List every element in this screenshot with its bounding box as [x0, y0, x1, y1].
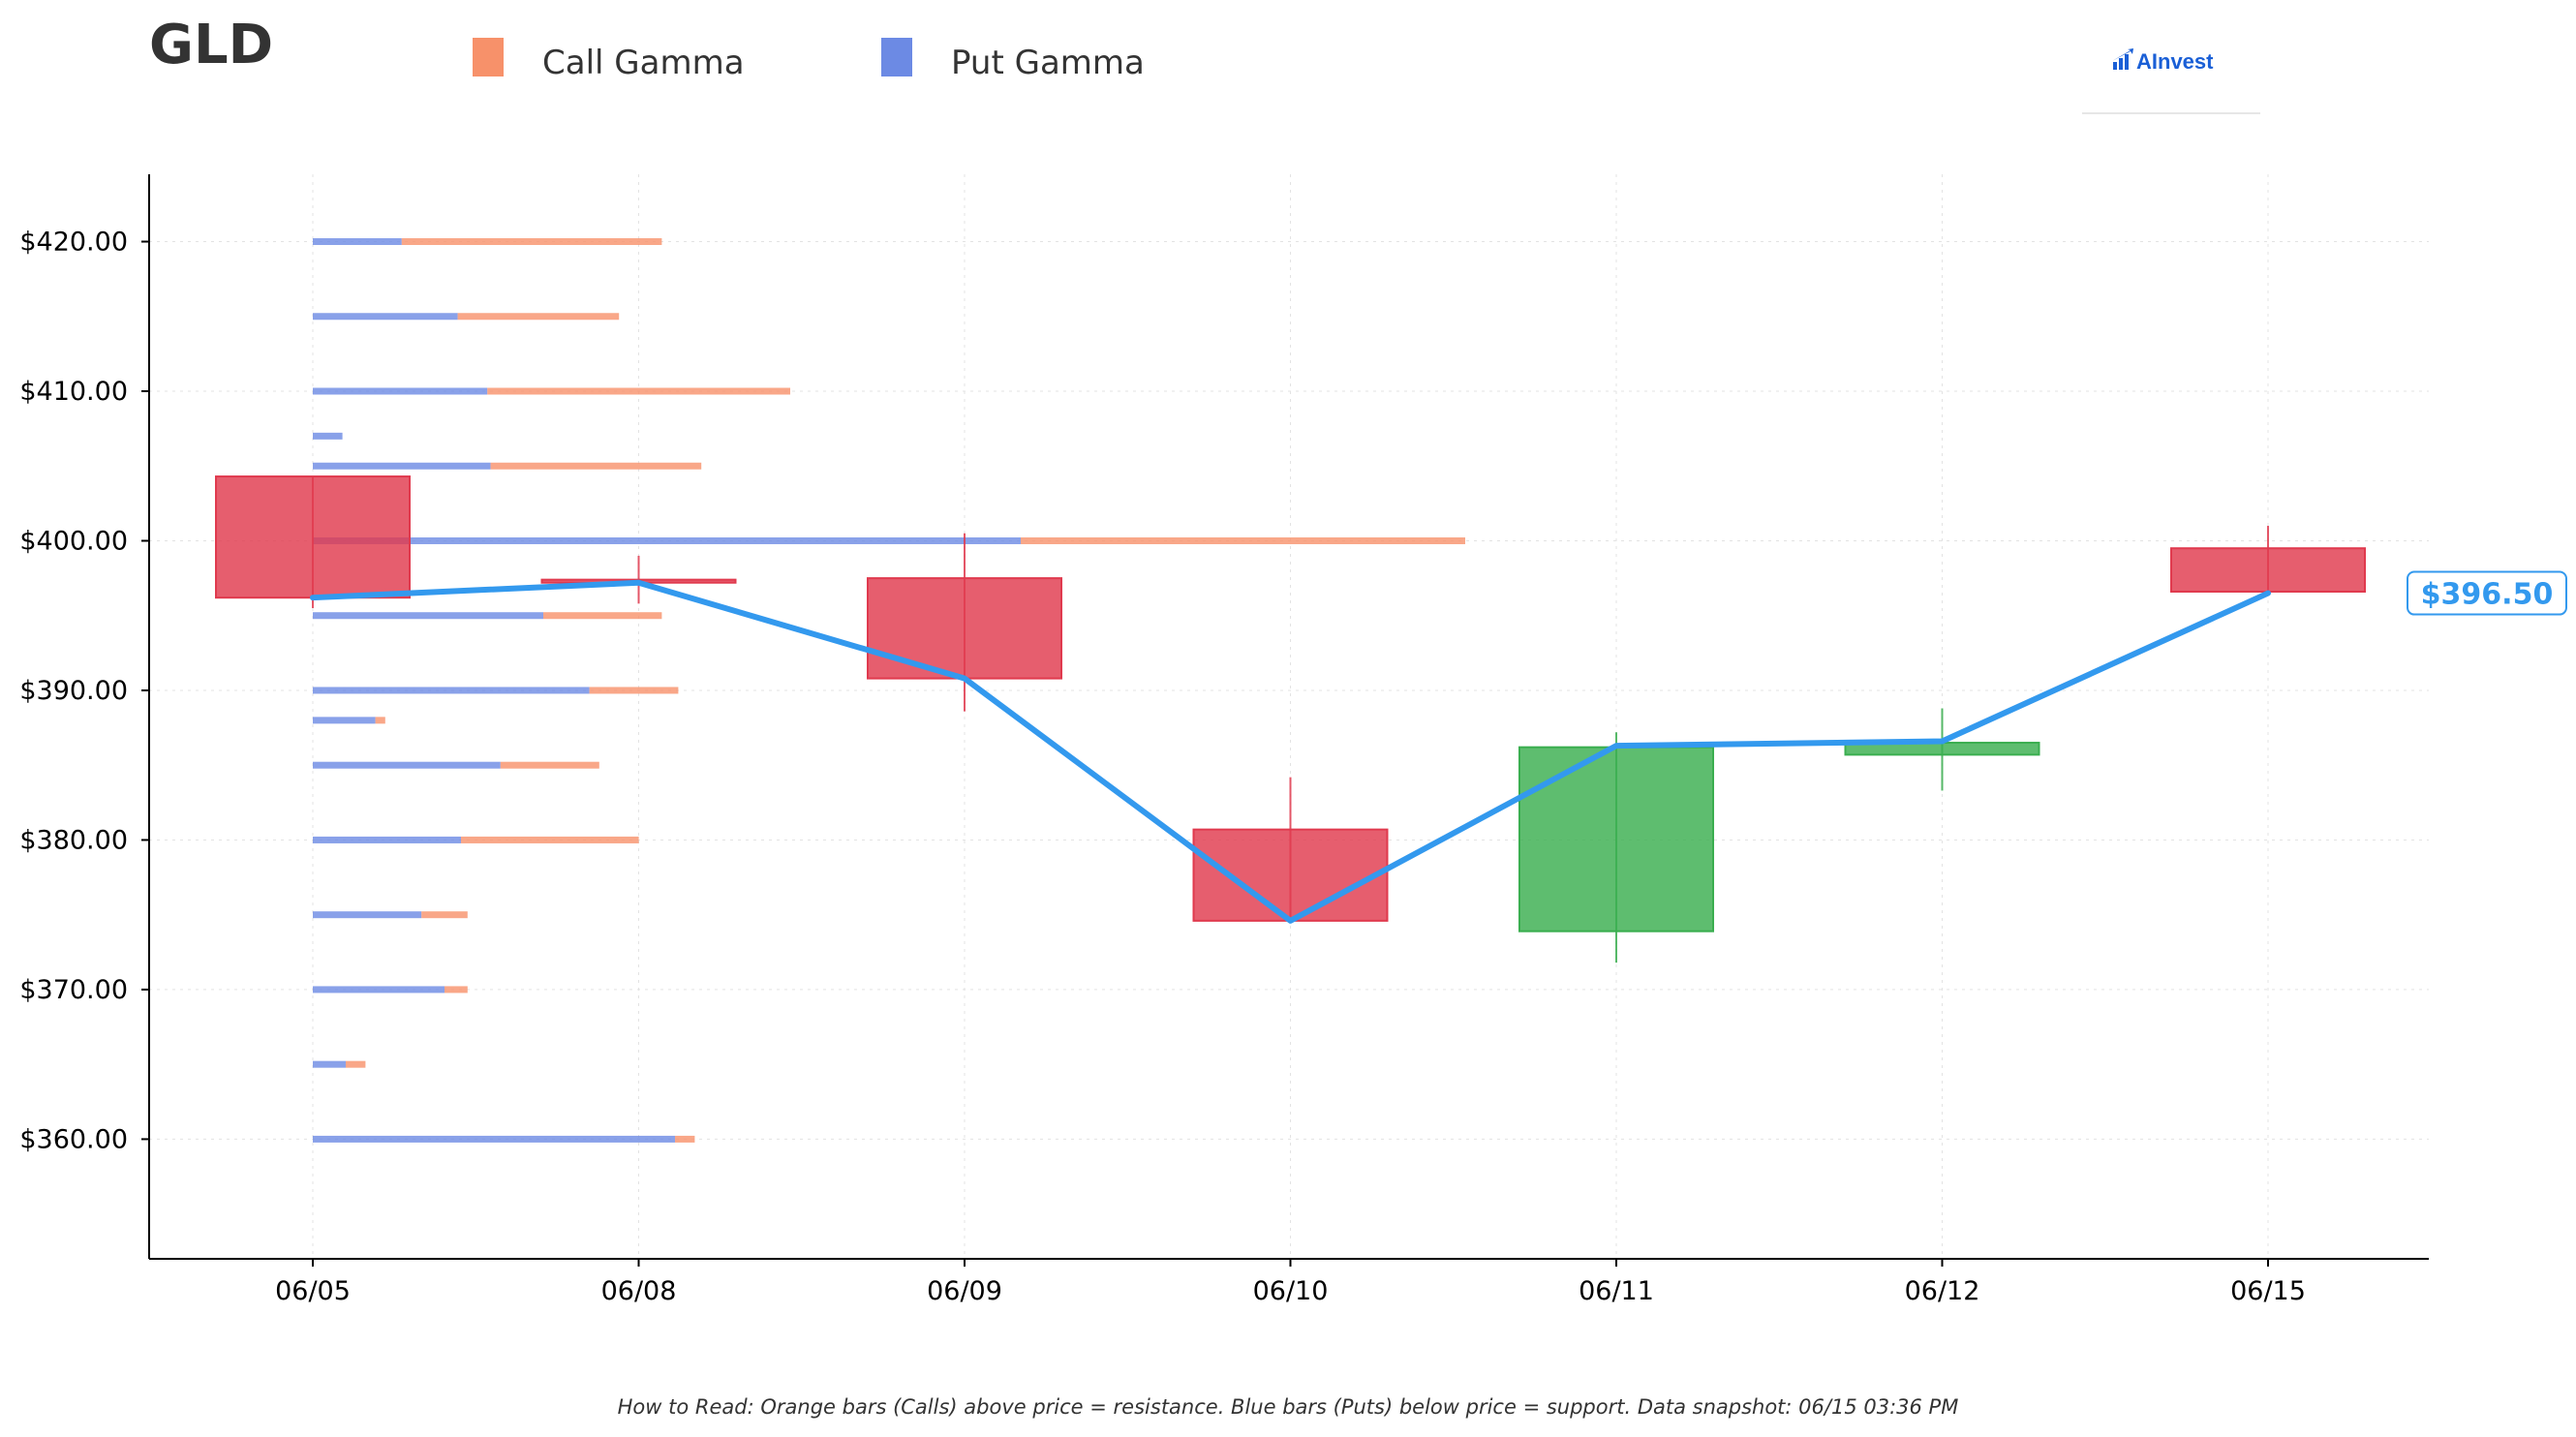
put-gamma-bar [313, 536, 1021, 544]
x-tick-label: 06/08 [601, 1276, 677, 1306]
call-gamma-bar [457, 313, 620, 321]
put-gamma-bar [313, 238, 402, 246]
put-gamma-bar [313, 687, 590, 694]
put-gamma-bar [313, 612, 543, 620]
put-gamma-bar [313, 761, 501, 769]
y-tick-label: $360.00 [19, 1124, 128, 1154]
call-gamma-bar [375, 717, 385, 724]
growth-arrow-icon [2112, 48, 2133, 70]
x-tick-label: 06/10 [1253, 1276, 1329, 1306]
candle-body [867, 577, 1062, 680]
put-gamma-bar [313, 462, 491, 470]
axes [141, 174, 2429, 1267]
x-tick-label: 06/05 [275, 1276, 351, 1306]
call-gamma-bar [500, 761, 599, 769]
y-tick-label: $390.00 [19, 676, 128, 706]
y-tick-label: $380.00 [19, 825, 128, 855]
call-gamma-bar [490, 462, 702, 470]
x-tick-label: 06/15 [2230, 1276, 2306, 1306]
grid-lines [149, 174, 2429, 1259]
call-gamma-bar [421, 911, 468, 919]
axis-labels: $360.00 $370.00 $380.00 $390.00 $400.00 $410.… [19, 228, 2306, 1306]
x-tick-label: 06/11 [1579, 1276, 1654, 1306]
candle-body [1518, 746, 1714, 933]
candle-body [2170, 547, 2366, 594]
current-price-label: $396.50 [2421, 578, 2554, 612]
candles [215, 475, 2366, 963]
y-tick-label: $370.00 [19, 975, 128, 1005]
put-gamma-bar [313, 387, 488, 395]
call-gamma-bar [487, 387, 790, 395]
how-to-read-note: How to Read: Orange bars (Calls) above p… [617, 1395, 1959, 1419]
legend: Call Gamma Put Gamma [473, 35, 1170, 83]
gamma-bars [313, 238, 1465, 1143]
put-gamma-bar [313, 836, 461, 843]
put-gamma-bar [313, 1135, 675, 1143]
y-tick-label: $420.00 [19, 228, 128, 258]
call-gamma-bar [543, 612, 662, 620]
legend-put-label: Put Gamma [951, 44, 1145, 82]
current-price-box [2407, 570, 2567, 616]
call-gamma-bar [675, 1135, 695, 1143]
call-gamma-bar [445, 986, 468, 994]
call-gamma-bar [1021, 536, 1465, 544]
legend-call-label: Call Gamma [542, 44, 745, 82]
x-tick-label: 06/12 [1905, 1276, 1980, 1306]
y-tick-label: $410.00 [19, 377, 128, 407]
put-gamma-bar [313, 432, 343, 440]
legend-call-swatch [473, 38, 504, 76]
x-tick-label: 06/09 [927, 1276, 1002, 1306]
legend-put-swatch [881, 38, 912, 76]
put-gamma-bar [313, 911, 422, 919]
candle-body [1192, 828, 1389, 922]
call-gamma-bar [346, 1060, 366, 1068]
candle-body [215, 475, 411, 599]
brand-logo-text: AInvest [2136, 49, 2214, 74]
current-price-tag: $396.50 [2407, 570, 2567, 616]
price-line-layer [310, 579, 2271, 924]
brand-logo: AInvest [2082, 43, 2260, 114]
call-gamma-bar [589, 687, 679, 694]
chart-title: GLD [149, 14, 274, 76]
price-line [310, 579, 2271, 924]
put-gamma-bar [313, 717, 376, 724]
call-gamma-bar [401, 238, 662, 246]
put-gamma-bar [313, 986, 445, 994]
call-gamma-bar [461, 836, 639, 843]
y-tick-label: $400.00 [19, 526, 128, 556]
put-gamma-bar [313, 1060, 346, 1068]
put-gamma-bar [313, 313, 458, 321]
